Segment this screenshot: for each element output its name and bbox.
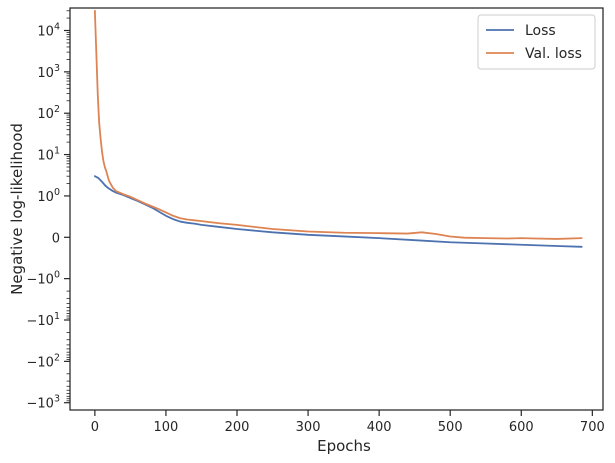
legend-label-loss: Loss [525,23,556,39]
x-tick-label: 200 [225,420,250,435]
y-axis-label: Negative log-likelihood [8,123,26,295]
y-tick-label: −101 [27,311,60,329]
x-axis-label: Epochs [317,437,371,455]
y-axis-ticks: 104 103 102 101 100 0 −100 −101 −102 −103 [27,10,70,412]
x-tick-label: 300 [296,420,321,435]
y-tick-label: −100 [27,270,60,288]
y-tick-label: 0 [52,231,60,246]
y-tick-label: 102 [37,104,60,122]
x-tick-label: 0 [91,420,99,435]
y-tick-label: 103 [37,63,60,81]
legend-label-val-loss: Val. loss [525,46,582,62]
series-line-val-loss [93,9,583,240]
x-tick-label: 700 [580,420,605,435]
series-line-loss [93,175,583,248]
y-tick-label: −102 [27,352,60,370]
y-tick-label: 104 [37,22,60,40]
plot-frame [69,7,604,411]
y-tick-label: −103 [27,394,60,412]
legend-box [477,14,596,70]
x-tick-label: 100 [154,420,179,435]
y-tick-label: 101 [37,146,60,164]
y-tick-label: 100 [37,187,60,205]
x-tick-label: 500 [438,420,463,435]
series-layer [93,9,583,248]
x-tick-label: 600 [509,420,534,435]
legend: Loss Val. loss [477,14,596,70]
x-tick-label: 400 [367,420,392,435]
x-axis-ticks: 0 100 200 300 400 500 600 700 [91,410,605,435]
